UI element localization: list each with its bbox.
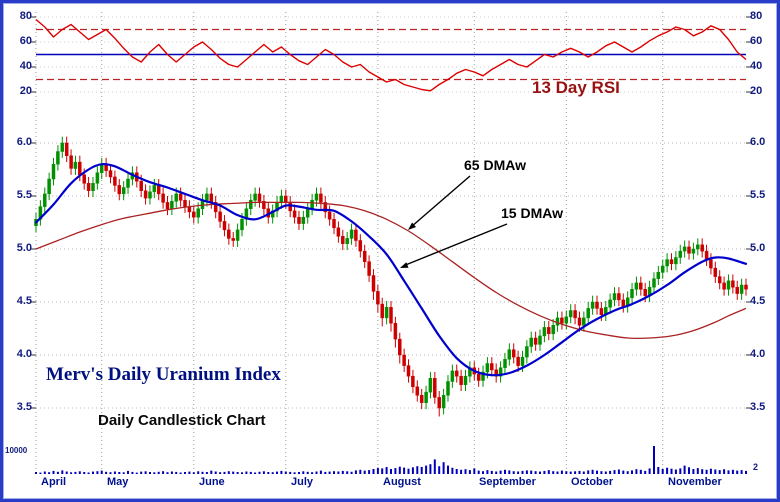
volume-panel [35,446,747,474]
price-ytick-right-4.0: 4.0 [750,348,766,360]
volume-right-label: 2 [753,462,759,472]
price-ytick-left-4.0: 4.0 [16,348,32,360]
axis-ticks [30,16,752,409]
x-axis-month-april: April [41,476,67,488]
price-ytick-left-5.5: 5.5 [16,189,32,201]
rsi-panel-label: 13 Day RSI [532,78,620,97]
price-ytick-left-4.5: 4.5 [16,295,32,307]
price-ytick-left-6.0: 6.0 [16,136,32,148]
rsi-ytick-right-40: 40 [750,60,763,72]
price-ytick-right-6.0: 6.0 [750,136,766,148]
x-axis-month-july: July [291,476,314,488]
annotation-arrows [400,175,508,268]
price-ytick-right-3.5: 3.5 [750,401,766,413]
price-ytick-right-4.5: 4.5 [750,295,766,307]
ma15-annotation-label: 15 DMAw [501,205,563,221]
price-ytick-left-5.0: 5.0 [16,242,32,254]
rsi-ytick-left-60: 60 [19,35,32,47]
ma65-annotation-label: 65 DMAw [464,157,526,173]
gridlines [35,12,746,474]
rsi-ytick-left-40: 40 [19,60,32,72]
x-axis-month-august: August [383,476,421,488]
x-axis-month-june: June [199,476,225,488]
price-ytick-right-5.0: 5.0 [750,242,766,254]
rsi-panel [35,18,747,92]
rsi-ytick-right-60: 60 [750,35,763,47]
volume-axis-label: 10000 [5,446,28,455]
rsi-ytick-left-80: 80 [19,10,32,22]
x-axis-month-october: October [571,476,614,488]
price-panel [34,136,748,417]
rsi-ytick-right-20: 20 [750,85,763,97]
chart-title: Merv's Daily Uranium Index [46,364,281,385]
price-ytick-left-3.5: 3.5 [16,401,32,413]
x-axis-month-may: May [107,476,129,488]
chart-subtitle: Daily Candlestick Chart [98,412,266,429]
x-axis-month-november: November [668,476,722,488]
rsi-ytick-right-80: 80 [750,10,763,22]
x-axis-month-september: September [479,476,536,488]
price-ytick-right-5.5: 5.5 [750,189,766,201]
rsi-ytick-left-20: 20 [19,85,32,97]
